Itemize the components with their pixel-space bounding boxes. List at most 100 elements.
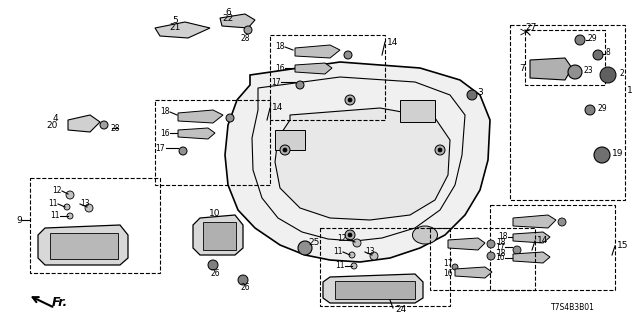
Text: 20: 20: [47, 121, 58, 130]
Bar: [490, 205, 615, 290]
Text: 2: 2: [620, 68, 625, 77]
Text: 18: 18: [275, 42, 285, 51]
Circle shape: [296, 81, 304, 89]
Polygon shape: [455, 267, 492, 278]
Text: 16: 16: [275, 63, 285, 73]
Circle shape: [594, 147, 610, 163]
Polygon shape: [323, 274, 423, 303]
Circle shape: [345, 230, 355, 240]
Text: 13: 13: [365, 246, 374, 255]
Bar: [155, 100, 270, 185]
Text: 21: 21: [170, 22, 180, 31]
Text: 29: 29: [588, 34, 598, 43]
Text: 12: 12: [337, 234, 346, 243]
Text: 5: 5: [172, 15, 178, 25]
Text: 3: 3: [477, 87, 483, 97]
Text: Fr.: Fr.: [52, 297, 68, 309]
Polygon shape: [68, 115, 100, 132]
Circle shape: [280, 145, 290, 155]
Text: 29: 29: [597, 103, 607, 113]
Circle shape: [593, 50, 603, 60]
Text: 14: 14: [387, 37, 398, 46]
Polygon shape: [275, 108, 450, 220]
Circle shape: [585, 105, 595, 115]
Circle shape: [370, 252, 378, 260]
Polygon shape: [530, 58, 572, 80]
Bar: [203, 222, 236, 250]
Polygon shape: [38, 225, 128, 265]
Circle shape: [179, 147, 187, 155]
Text: 17: 17: [443, 259, 452, 268]
Bar: [430, 228, 535, 290]
Text: 17: 17: [156, 143, 165, 153]
Polygon shape: [295, 45, 340, 58]
Circle shape: [351, 263, 357, 269]
Text: 12: 12: [52, 186, 61, 195]
Circle shape: [100, 121, 108, 129]
Text: 16: 16: [443, 268, 452, 277]
Circle shape: [513, 246, 521, 254]
Text: 16: 16: [495, 253, 505, 262]
Circle shape: [226, 114, 234, 122]
Bar: [400, 100, 435, 122]
Text: 11: 11: [48, 198, 58, 207]
Polygon shape: [513, 232, 550, 243]
Circle shape: [349, 252, 355, 258]
Circle shape: [568, 65, 582, 79]
Circle shape: [283, 148, 287, 152]
Circle shape: [487, 252, 495, 260]
Text: 18: 18: [496, 237, 506, 246]
Text: 6: 6: [225, 7, 231, 17]
Polygon shape: [155, 22, 210, 38]
Text: 18: 18: [499, 231, 508, 241]
Bar: [335, 281, 415, 299]
Text: 13: 13: [80, 198, 90, 207]
Circle shape: [487, 240, 495, 248]
Circle shape: [244, 26, 252, 34]
Polygon shape: [448, 238, 485, 250]
Text: 14: 14: [272, 102, 284, 111]
Circle shape: [558, 218, 566, 226]
Polygon shape: [513, 215, 556, 228]
Text: 11: 11: [335, 260, 344, 269]
Polygon shape: [225, 62, 490, 262]
Circle shape: [85, 204, 93, 212]
Text: 26: 26: [210, 268, 220, 277]
Text: 11: 11: [333, 246, 342, 255]
Polygon shape: [178, 128, 215, 139]
Polygon shape: [295, 63, 332, 74]
Text: 17: 17: [495, 243, 505, 252]
Text: 28: 28: [110, 124, 120, 132]
Circle shape: [348, 233, 352, 237]
Bar: [525, 30, 605, 85]
Circle shape: [348, 98, 352, 102]
Circle shape: [467, 90, 477, 100]
Polygon shape: [193, 215, 243, 255]
Circle shape: [600, 67, 616, 83]
Text: 28: 28: [240, 34, 250, 43]
Bar: [30, 178, 160, 273]
Bar: [275, 130, 305, 150]
Text: 15: 15: [617, 241, 628, 250]
Text: 4: 4: [52, 114, 58, 123]
Circle shape: [238, 275, 248, 285]
Text: 25: 25: [308, 237, 319, 246]
Text: 8: 8: [605, 47, 610, 57]
Polygon shape: [178, 110, 223, 123]
Circle shape: [345, 95, 355, 105]
Text: 27: 27: [525, 22, 536, 31]
Text: 17: 17: [271, 77, 281, 86]
Text: 7: 7: [519, 63, 525, 73]
Text: 24: 24: [395, 306, 406, 315]
Circle shape: [67, 213, 73, 219]
Polygon shape: [513, 252, 550, 263]
Text: 11: 11: [50, 211, 60, 220]
Polygon shape: [220, 14, 255, 28]
Circle shape: [452, 264, 458, 270]
Bar: [510, 25, 625, 200]
Text: T7S4B3B01: T7S4B3B01: [551, 303, 595, 312]
Bar: [270, 35, 385, 120]
Text: 18: 18: [496, 250, 506, 259]
Text: 26: 26: [240, 284, 250, 292]
Text: 1: 1: [627, 85, 633, 94]
